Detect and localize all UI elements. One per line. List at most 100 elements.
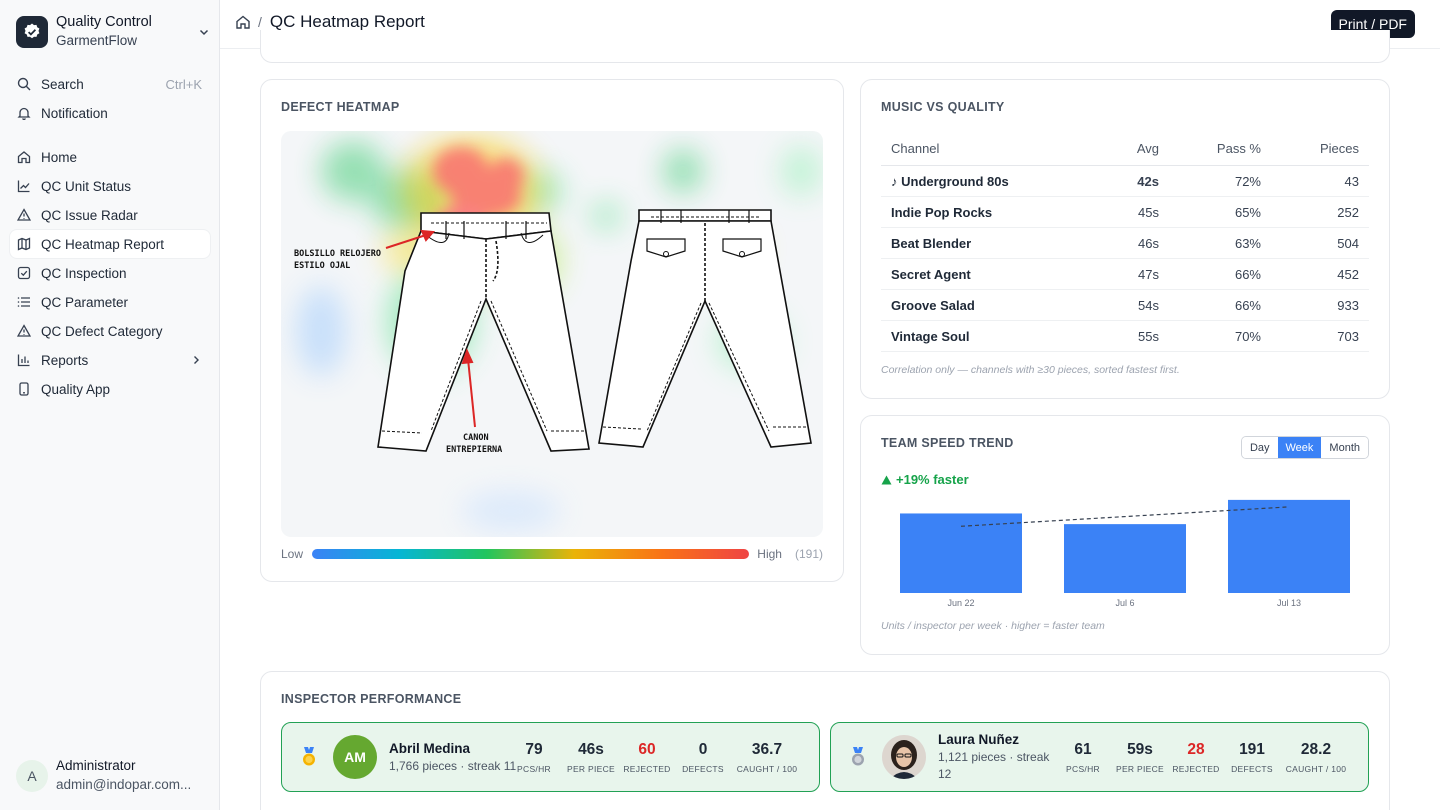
trend-line [960,506,1290,527]
user-name: Administrator [56,758,136,773]
trend-delta-text: +19% faster [896,472,969,487]
heatmap-legend: Low High (191) [281,546,823,562]
avatar [882,735,926,779]
annotation-label: ENTREPIERNA [446,445,502,455]
bar-chart-icon [16,352,32,368]
period-toggle: Day Week Month [1240,436,1369,459]
speed-trend-chart: Jun 22 Jul 6 Jul 13 [900,499,1350,608]
sidebar-item-qc-defect-category[interactable]: QC Defect Category [10,317,210,345]
sidebar-item-label: QC Inspection [41,265,127,281]
triangle-up-icon [881,475,892,484]
stat-label: PER PIECE [566,764,616,774]
annotation-arrows [385,229,476,428]
column-header[interactable]: Avg [1136,141,1159,156]
table-row: ♪ Underground 80s 42s 72% 43 [881,166,1369,197]
avatar: A [16,760,48,792]
stat-value: 59s [1127,741,1153,758]
sidebar-item-label: QC Parameter [41,294,129,310]
line-chart-icon [16,178,32,194]
checkbox-icon [16,265,32,281]
x-tick-label: Jun 22 [947,598,974,608]
sidebar-item-home[interactable]: Home [10,143,210,171]
stat-pcs-hr: 79 PCS/HR [517,740,551,774]
pieces-cell: 252 [1337,204,1359,220]
sidebar-item-reports[interactable]: Reports [10,346,210,374]
sidebar-item-qc-issue-radar[interactable]: QC Issue Radar [10,201,210,229]
music-table: Channel Avg Pass % Pieces ♪ Underground … [881,132,1369,352]
stat-caught-per-100: 36.7 CAUGHT / 100 [734,740,800,774]
chevron-down-icon [196,24,212,40]
user-menu[interactable]: A Administrator admin@indopar.com... [16,756,212,796]
pass-cell: 72% [1234,173,1261,189]
sidebar-item-label: Reports [41,352,89,368]
legend-gradient [312,549,750,559]
sidebar-item-qc-parameter[interactable]: QC Parameter [10,288,210,316]
sidebar-item-quality-app[interactable]: Quality App [10,375,210,403]
tab-week[interactable]: Week [1277,437,1322,458]
defect-count: (191) [794,547,823,561]
table-row: Vintage Soul 55s 70% 703 [881,321,1369,352]
stat-label: REJECTED [623,764,671,774]
gold-medal-icon [300,747,318,767]
sidebar-item-qc-unit-status[interactable]: QC Unit Status [10,172,210,200]
sidebar-item-qc-inspection[interactable]: QC Inspection [10,259,210,287]
stat-per-piece: 46s PER PIECE [564,740,618,774]
legend-high-label: High [757,547,782,561]
trend-note: Units / inspector per week · higher = fa… [881,620,1105,632]
table-header: Channel Avg Pass % Pieces [881,132,1369,166]
column-header[interactable]: Pass % [1216,141,1261,156]
stat-label: DEFECTS [1231,764,1273,774]
page-title: QC Heatmap Report [269,12,425,31]
stat-caught-per-100: 28.2 CAUGHT / 100 [1283,740,1349,774]
sidebar-item-label: Home [41,149,78,165]
pants-back-illustration [598,209,812,448]
bar-jun-22[interactable] [900,513,1022,593]
card-title: INSPECTOR PERFORMANCE [281,692,462,706]
warning-icon [16,323,32,339]
inspector-name: Laura Nuñez [938,732,1020,747]
notification-button[interactable]: Notification [10,99,210,127]
inspector-name: Abril Medina [389,740,471,756]
home-icon[interactable] [235,14,251,30]
search-button[interactable]: Search Ctrl+K [10,70,210,98]
sidebar-item-label: Quality App [41,381,111,397]
heatmap-canvas[interactable]: BOLSILLO RELOJERO ESTILO OJAL CANON ENTR… [281,131,823,537]
bar-jul-6[interactable] [1064,524,1186,593]
inspector-card[interactable]: Laura Nuñez 1,121 pieces · streak 12 61 … [830,722,1369,792]
column-header[interactable]: Channel [891,141,940,156]
pass-cell: 63% [1234,235,1261,251]
breadcrumb: / QC Heatmap Report [235,12,425,32]
sidebar-item-label: QC Defect Category [41,323,163,339]
pass-cell: 65% [1234,204,1261,220]
inspector-card[interactable]: AM Abril Medina 1,766 pieces · streak 11… [281,722,820,792]
pass-cell: 66% [1234,266,1261,282]
pass-cell: 70% [1234,328,1261,344]
column-header[interactable]: Pieces [1319,141,1359,156]
stat-label: DEFECTS [682,764,724,774]
stat-value: 36.7 [751,741,783,758]
annotation-label: CANON [463,433,489,443]
user-email: admin@indopar.com... [56,777,192,792]
bar-jul-13[interactable] [1228,499,1350,593]
stat-label: PER PIECE [1115,764,1165,774]
stat-value: 0 [698,741,708,758]
phone-icon [16,381,32,397]
workspace-switcher[interactable]: Quality Control GarmentFlow [16,14,212,50]
bell-icon [16,105,32,121]
trend-delta: +19% faster [881,472,969,487]
x-tick-label: Jul 6 [1115,598,1134,608]
table-row: Beat Blender 46s 63% 504 [881,228,1369,259]
tab-month[interactable]: Month [1321,437,1368,458]
workspace-subtitle: GarmentFlow [56,33,138,48]
avg-cell: 46s [1138,235,1159,251]
sidebar-item-label: QC Issue Radar [41,207,138,223]
stat-value: 191 [1239,741,1265,758]
sidebar-item-qc-heatmap-report[interactable]: QC Heatmap Report [10,230,210,258]
table-row: Secret Agent 47s 66% 452 [881,259,1369,290]
stat-value: 79 [525,741,543,758]
defect-heatmap-card: DEFECT HEATMAP [260,79,844,582]
tab-day[interactable]: Day [1241,437,1278,458]
home-icon [16,149,32,165]
stat-label: CAUGHT / 100 [736,764,798,774]
list-icon [16,294,32,310]
